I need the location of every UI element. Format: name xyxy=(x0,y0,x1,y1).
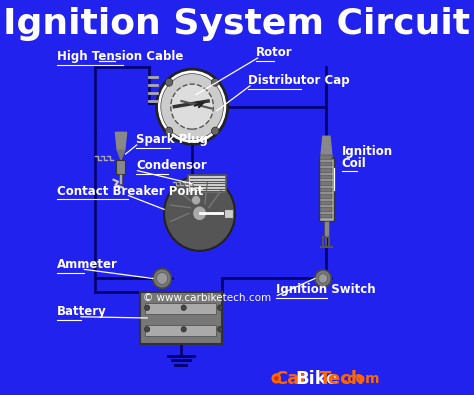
Text: Bike: Bike xyxy=(295,370,338,388)
Text: © www.carbiketech.com: © www.carbiketech.com xyxy=(143,293,271,303)
Bar xyxy=(320,194,332,199)
Bar xyxy=(320,188,332,192)
Circle shape xyxy=(192,206,207,221)
Polygon shape xyxy=(321,136,332,158)
Text: Ammeter: Ammeter xyxy=(57,258,118,271)
Bar xyxy=(320,181,332,186)
Circle shape xyxy=(161,73,223,140)
Polygon shape xyxy=(115,132,127,150)
Bar xyxy=(320,162,332,166)
Circle shape xyxy=(211,127,219,135)
Bar xyxy=(320,155,332,160)
Circle shape xyxy=(181,327,186,332)
Bar xyxy=(324,221,329,237)
Bar xyxy=(117,160,126,174)
Text: High Tension Cable: High Tension Cable xyxy=(57,50,184,63)
Circle shape xyxy=(211,78,219,86)
Bar xyxy=(119,174,122,184)
Bar xyxy=(224,209,233,218)
Circle shape xyxy=(145,305,150,310)
Circle shape xyxy=(165,78,173,86)
Circle shape xyxy=(274,376,279,381)
Text: Ignition System Circuit: Ignition System Circuit xyxy=(3,7,471,41)
Bar xyxy=(320,175,332,179)
Text: Car: Car xyxy=(274,370,309,388)
Text: Tech: Tech xyxy=(319,370,364,388)
Circle shape xyxy=(165,127,173,135)
Text: Condensor: Condensor xyxy=(136,159,207,172)
Text: Distributor Cap: Distributor Cap xyxy=(248,74,350,87)
Circle shape xyxy=(164,176,235,251)
Bar xyxy=(320,168,332,173)
Bar xyxy=(146,325,217,336)
Circle shape xyxy=(218,327,223,332)
Circle shape xyxy=(181,305,186,310)
Text: Contact Breaker Point: Contact Breaker Point xyxy=(57,184,204,198)
Circle shape xyxy=(218,305,223,310)
Text: Spark Plug: Spark Plug xyxy=(136,133,208,146)
Circle shape xyxy=(156,273,168,284)
Text: .com: .com xyxy=(343,372,380,386)
Circle shape xyxy=(315,270,331,287)
Text: Coil: Coil xyxy=(342,157,366,170)
Polygon shape xyxy=(117,150,125,160)
Bar xyxy=(146,303,217,314)
Text: Ignition Switch: Ignition Switch xyxy=(276,283,376,296)
Bar xyxy=(320,214,332,218)
Circle shape xyxy=(153,269,172,288)
Circle shape xyxy=(319,274,328,283)
Bar xyxy=(320,207,332,212)
Circle shape xyxy=(156,69,228,144)
Bar xyxy=(140,292,222,344)
Circle shape xyxy=(171,84,213,129)
Bar xyxy=(320,201,332,205)
Text: Battery: Battery xyxy=(57,305,107,318)
Bar xyxy=(188,175,226,193)
Circle shape xyxy=(191,196,201,205)
Bar xyxy=(319,158,334,221)
Text: Rotor: Rotor xyxy=(255,46,292,59)
Circle shape xyxy=(145,327,150,332)
Text: Ignition: Ignition xyxy=(342,145,393,158)
Circle shape xyxy=(272,373,281,384)
